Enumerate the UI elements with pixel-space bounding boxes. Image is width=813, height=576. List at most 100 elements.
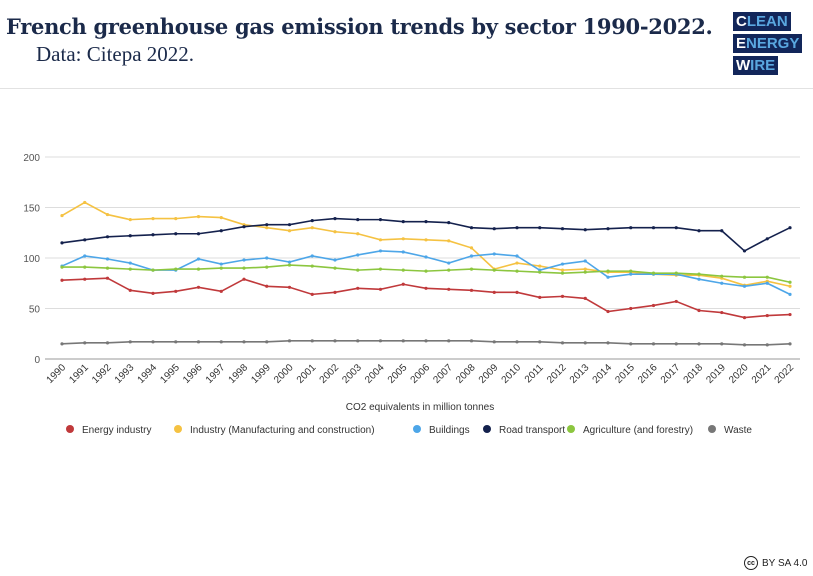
- data-point: [196, 232, 201, 236]
- data-point: [629, 226, 633, 230]
- data-point: [83, 238, 87, 242]
- data-point: [83, 254, 87, 258]
- data-point: [606, 275, 610, 279]
- series-road-transport: [60, 217, 792, 253]
- x-tick-label: 2014: [591, 362, 615, 386]
- data-point: [424, 286, 428, 290]
- data-point: [378, 249, 383, 253]
- legend-label: Buildings: [429, 425, 470, 436]
- data-point: [196, 257, 201, 261]
- data-point: [560, 341, 565, 345]
- x-tick-label: 2007: [431, 362, 455, 386]
- data-point: [447, 339, 451, 343]
- data-point: [242, 266, 246, 270]
- license-badge: cc BY SA 4.0: [744, 556, 807, 570]
- data-point: [560, 294, 565, 298]
- data-point: [356, 232, 360, 236]
- data-point: [242, 225, 246, 229]
- x-tick-label: 1993: [113, 362, 137, 386]
- data-point: [742, 275, 747, 279]
- data-point: [674, 299, 678, 304]
- data-point: [174, 340, 178, 344]
- data-point: [765, 237, 769, 241]
- y-tick-label: 150: [23, 204, 40, 215]
- data-point: [515, 269, 519, 273]
- x-tick-label: 2005: [386, 362, 410, 386]
- clean-energy-wire-logo: CLEAN ENERGY WIRE: [733, 12, 803, 78]
- x-tick-label: 2002: [318, 362, 342, 386]
- data-point: [515, 340, 519, 344]
- data-point: [742, 315, 747, 320]
- data-point: [310, 254, 314, 258]
- data-point: [788, 292, 792, 296]
- x-tick-label: 1992: [90, 362, 114, 386]
- data-point: [401, 237, 405, 241]
- data-point: [492, 340, 496, 344]
- data-point: [128, 234, 132, 238]
- data-point: [242, 277, 246, 281]
- data-point: [583, 296, 587, 300]
- data-point: [560, 262, 565, 266]
- series-line: [61, 277, 791, 319]
- data-point: [538, 295, 542, 299]
- data-point: [219, 262, 223, 266]
- header-divider: [0, 88, 813, 89]
- data-point: [583, 228, 587, 232]
- data-point: [401, 250, 405, 254]
- data-point: [401, 282, 405, 286]
- x-tick-label: 1996: [181, 362, 205, 386]
- data-point: [515, 254, 519, 258]
- x-tick-label: 2018: [682, 362, 706, 386]
- data-point: [651, 303, 656, 308]
- data-point: [583, 267, 587, 271]
- data-point: [310, 219, 314, 223]
- data-point: [606, 269, 610, 273]
- series-line: [61, 217, 791, 252]
- data-point: [287, 223, 292, 227]
- data-point: [242, 340, 246, 344]
- data-point: [560, 268, 565, 272]
- data-point: [606, 341, 610, 345]
- y-tick-label: 200: [23, 153, 40, 164]
- data-point: [538, 264, 542, 268]
- data-point: [469, 339, 474, 343]
- data-point: [492, 268, 496, 272]
- data-point: [356, 268, 360, 272]
- data-point: [720, 229, 724, 233]
- data-point: [742, 249, 747, 253]
- data-point: [515, 226, 519, 230]
- data-point: [219, 289, 223, 293]
- data-point: [629, 272, 633, 276]
- series-buildings: [60, 249, 792, 296]
- data-point: [447, 239, 451, 243]
- x-tick-label: 2004: [363, 362, 387, 386]
- data-point: [697, 272, 701, 276]
- data-point: [538, 226, 542, 230]
- data-point: [469, 267, 474, 271]
- legend-swatch: [708, 425, 716, 433]
- data-point: [720, 274, 724, 278]
- data-point: [651, 226, 656, 230]
- data-point: [333, 339, 337, 343]
- data-point: [105, 235, 110, 239]
- x-tick-label: 2000: [272, 362, 296, 386]
- x-tick-label: 2020: [727, 362, 751, 386]
- data-point: [424, 220, 428, 224]
- data-point: [788, 280, 792, 284]
- data-point: [196, 340, 201, 344]
- data-point: [378, 218, 383, 222]
- data-point: [105, 266, 110, 270]
- x-tick-label: 1994: [136, 362, 160, 386]
- data-point: [492, 227, 496, 231]
- data-point: [515, 261, 519, 265]
- data-point: [424, 339, 428, 343]
- legend-swatch: [567, 425, 575, 433]
- y-tick-label: 0: [34, 355, 40, 366]
- data-point: [151, 291, 155, 295]
- data-point: [151, 268, 155, 272]
- data-point: [629, 306, 633, 311]
- data-point: [720, 342, 724, 346]
- data-point: [356, 253, 360, 257]
- data-point: [356, 286, 360, 290]
- x-tick-label: 2001: [295, 362, 319, 386]
